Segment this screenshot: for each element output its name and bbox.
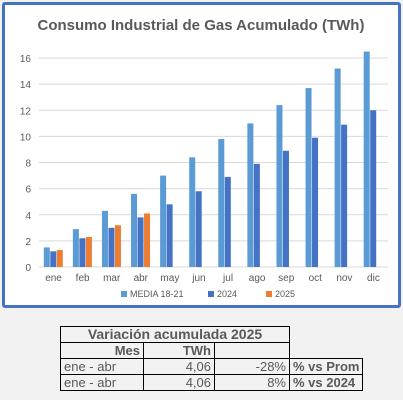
- empty-cell: [214, 342, 290, 359]
- legend-swatch: [121, 291, 127, 297]
- bar-media-18-21: [218, 139, 225, 267]
- bar-media-18-21: [72, 229, 79, 267]
- header-mes: Mes: [60, 342, 144, 359]
- row-pct: -28%: [214, 358, 290, 375]
- y-tick-label: 8: [25, 159, 31, 170]
- table-row: ene - abr 4,06 -28% % vs Prom: [60, 358, 364, 375]
- y-tick-label: 0: [25, 263, 31, 274]
- bar-2024: [50, 251, 57, 267]
- bar-2024: [166, 204, 173, 267]
- bar-media-18-21: [305, 88, 312, 267]
- bar-media-18-21: [131, 193, 138, 267]
- bar-2024: [137, 217, 144, 267]
- bar-2025: [85, 236, 92, 267]
- x-tick-label: abr: [134, 273, 149, 284]
- chart-title: Consumo Industrial de Gas Acumulado (TWh…: [38, 17, 365, 34]
- bar-2024: [108, 227, 115, 267]
- bar-2025: [144, 213, 151, 267]
- bar-2024: [341, 124, 348, 268]
- x-tick-label: sep: [278, 273, 295, 284]
- chart-panel: Consumo Industrial de Gas Acumulado (TWh…: [2, 2, 401, 308]
- row-pct: 8%: [214, 374, 290, 391]
- variation-table: Variación acumulada 2025 Mes TWh ene - a…: [60, 326, 364, 391]
- row-label: % vs 2024: [288, 374, 364, 391]
- x-tick-label: may: [160, 273, 179, 284]
- legend-label: 2024: [217, 289, 237, 299]
- chart-svg: Consumo Industrial de Gas Acumulado (TWh…: [20, 17, 388, 299]
- table-row: ene - abr 4,06 8% % vs 2024: [60, 374, 364, 391]
- empty-cell: [290, 343, 363, 359]
- legend-swatch: [266, 291, 272, 297]
- row-twh: 4,06: [143, 374, 215, 391]
- row-mes: ene - abr: [60, 374, 144, 391]
- table-title-row: Variación acumulada 2025: [60, 326, 363, 343]
- bar-2024: [253, 163, 260, 267]
- bar-media-18-21: [101, 210, 108, 267]
- row-mes: ene - abr: [60, 358, 144, 375]
- legend: MEDIA 18-21 2024 2025: [121, 289, 295, 299]
- x-tick-label: jun: [191, 273, 205, 284]
- x-tick-label: ago: [249, 273, 266, 284]
- row-label: % vs Prom: [288, 358, 364, 375]
- x-axis: ene feb mar abr may jun jul ago sep oct nov dic: [45, 273, 380, 284]
- x-tick-label: dic: [367, 273, 380, 284]
- y-tick-label: 6: [25, 185, 31, 196]
- y-tick-label: 12: [20, 106, 32, 117]
- bar-media-18-21: [160, 175, 167, 267]
- bars: [43, 51, 377, 268]
- bar-2024: [79, 238, 86, 267]
- bar-2024: [224, 176, 231, 267]
- bar-media-18-21: [334, 68, 341, 267]
- grid-lines: [39, 57, 388, 268]
- x-tick-label: oct: [309, 273, 323, 284]
- bar-media-18-21: [43, 247, 50, 267]
- legend-label: 2025: [275, 289, 295, 299]
- table-title: Variación acumulada 2025: [60, 326, 290, 343]
- bar-2024: [195, 191, 202, 267]
- header-twh: TWh: [143, 342, 215, 359]
- x-tick-label: ene: [45, 273, 62, 284]
- x-tick-label: jul: [222, 273, 233, 284]
- bar-media-18-21: [276, 105, 283, 267]
- summary-area: Variación acumulada 2025 Mes TWh ene - a…: [0, 310, 403, 400]
- bar-media-18-21: [189, 157, 196, 267]
- y-tick-label: 2: [25, 237, 31, 248]
- bar-2025: [56, 250, 63, 267]
- legend-swatch: [208, 291, 214, 297]
- y-tick-label: 10: [20, 132, 32, 143]
- bar-2024: [282, 150, 289, 267]
- y-tick-label: 16: [20, 54, 32, 65]
- bar-media-18-21: [363, 51, 370, 267]
- x-tick-label: mar: [103, 273, 121, 284]
- table-header-row: Mes TWh: [60, 342, 363, 359]
- legend-label: MEDIA 18-21: [130, 289, 184, 299]
- y-axis: 0 2 4 6 8 10 12 14 16: [20, 54, 32, 274]
- x-tick-label: feb: [76, 273, 90, 284]
- bar-2025: [114, 225, 121, 267]
- bar-media-18-21: [247, 123, 254, 268]
- x-tick-label: nov: [336, 273, 352, 284]
- y-tick-label: 14: [20, 80, 32, 91]
- y-tick-label: 4: [25, 211, 31, 222]
- empty-cell: [290, 327, 363, 343]
- row-twh: 4,06: [143, 358, 215, 375]
- bar-2024: [370, 110, 377, 267]
- bar-2024: [312, 137, 319, 267]
